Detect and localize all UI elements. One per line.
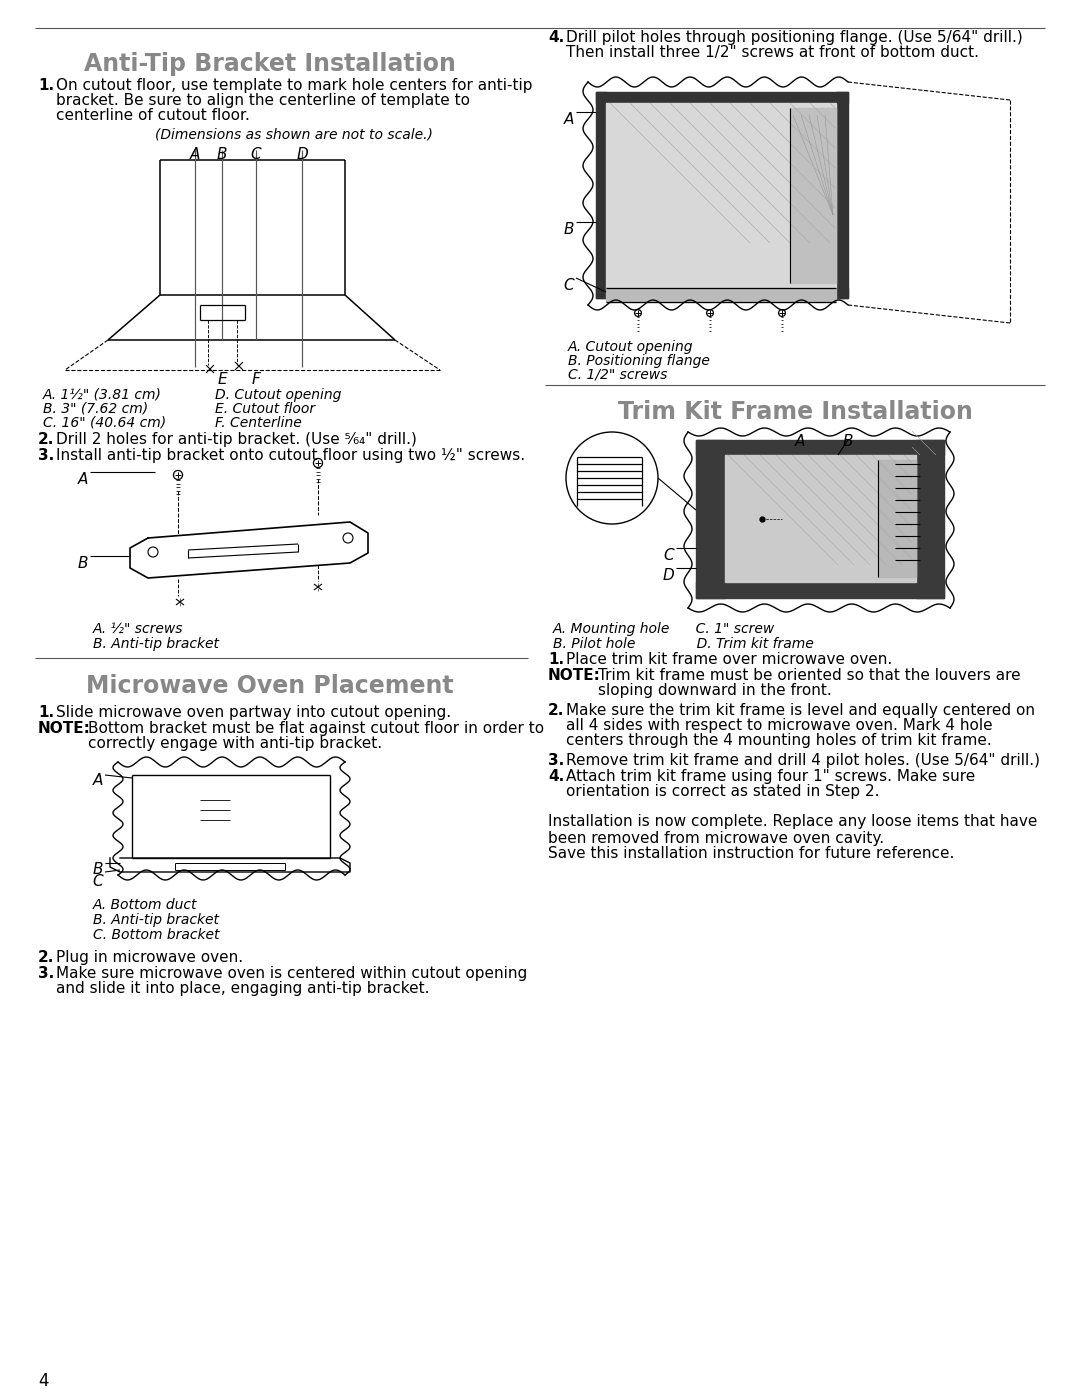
Text: A: A	[795, 434, 806, 448]
Text: NOTE:: NOTE:	[548, 668, 600, 683]
Text: E. Cutout floor: E. Cutout floor	[215, 402, 315, 416]
Text: Trim Kit Frame Installation: Trim Kit Frame Installation	[618, 400, 972, 425]
Text: Drill 2 holes for anti-tip bracket. (Use ⁵⁄₆₄" drill.): Drill 2 holes for anti-tip bracket. (Use…	[56, 432, 417, 447]
Text: B: B	[564, 222, 573, 237]
Text: On cutout floor, use template to mark hole centers for anti-tip: On cutout floor, use template to mark ho…	[56, 78, 532, 94]
Text: (Dimensions as shown are not to scale.): (Dimensions as shown are not to scale.)	[156, 129, 433, 142]
Text: B: B	[78, 556, 87, 571]
Text: 4.: 4.	[548, 768, 564, 784]
Text: C. Bottom bracket: C. Bottom bracket	[93, 928, 219, 942]
Text: C: C	[564, 278, 573, 293]
Polygon shape	[596, 92, 606, 298]
Text: all 4 sides with respect to microwave oven. Mark 4 hole: all 4 sides with respect to microwave ov…	[566, 718, 993, 733]
Text: B. Positioning flange: B. Positioning flange	[568, 353, 710, 367]
Text: B. Anti-tip bracket: B. Anti-tip bracket	[93, 914, 219, 928]
Polygon shape	[836, 92, 848, 298]
Text: B. 3" (7.62 cm): B. 3" (7.62 cm)	[43, 402, 148, 416]
Text: 1.: 1.	[548, 652, 564, 666]
Text: A. Bottom duct: A. Bottom duct	[93, 898, 198, 912]
Text: C: C	[251, 147, 261, 162]
Text: 2.: 2.	[38, 950, 54, 965]
Text: Drill pilot holes through positioning flange. (Use 5/64" drill.): Drill pilot holes through positioning fl…	[566, 29, 1023, 45]
Text: C. 1/2" screws: C. 1/2" screws	[568, 367, 667, 381]
Polygon shape	[916, 440, 944, 598]
Polygon shape	[789, 108, 836, 284]
Text: Place trim kit frame over microwave oven.: Place trim kit frame over microwave oven…	[566, 652, 892, 666]
Text: orientation is correct as stated in Step 2.: orientation is correct as stated in Step…	[566, 784, 879, 799]
Text: bracket. Be sure to align the centerline of template to: bracket. Be sure to align the centerline…	[56, 94, 470, 108]
Text: B: B	[217, 147, 227, 162]
Text: D: D	[662, 569, 674, 583]
Text: Bottom bracket must be flat against cutout floor in order to: Bottom bracket must be flat against cuto…	[87, 721, 544, 736]
Polygon shape	[696, 440, 725, 598]
Text: C: C	[663, 548, 674, 563]
Text: E: E	[217, 372, 227, 387]
Text: Remove trim kit frame and drill 4 pilot holes. (Use 5/64" drill.): Remove trim kit frame and drill 4 pilot …	[566, 753, 1040, 768]
Text: B: B	[93, 862, 103, 877]
Text: A: A	[78, 472, 87, 488]
Polygon shape	[606, 103, 836, 288]
Text: 4.: 4.	[548, 29, 564, 45]
Text: A: A	[93, 773, 103, 788]
Text: Make sure microwave oven is centered within cutout opening: Make sure microwave oven is centered wit…	[56, 965, 527, 981]
Text: 3.: 3.	[548, 753, 564, 768]
Polygon shape	[725, 455, 916, 583]
Text: sloping downward in the front.: sloping downward in the front.	[598, 683, 832, 698]
Text: D. Cutout opening: D. Cutout opening	[215, 388, 341, 402]
Polygon shape	[696, 440, 944, 455]
Text: Attach trim kit frame using four 1" screws. Make sure: Attach trim kit frame using four 1" scre…	[566, 768, 975, 784]
Text: 3.: 3.	[38, 448, 54, 462]
Text: correctly engage with anti-tip bracket.: correctly engage with anti-tip bracket.	[87, 736, 382, 752]
Text: 2.: 2.	[548, 703, 565, 718]
Text: A. Cutout opening: A. Cutout opening	[568, 339, 693, 353]
Text: A. Mounting hole      C. 1" screw: A. Mounting hole C. 1" screw	[553, 622, 775, 636]
Text: centerline of cutout floor.: centerline of cutout floor.	[56, 108, 249, 123]
Text: 2.: 2.	[38, 432, 54, 447]
Text: 1.: 1.	[38, 705, 54, 719]
Text: Save this installation instruction for future reference.: Save this installation instruction for f…	[548, 847, 955, 861]
Text: F. Centerline: F. Centerline	[215, 416, 301, 430]
Text: Install anti-tip bracket onto cutout floor using two ½" screws.: Install anti-tip bracket onto cutout flo…	[56, 448, 525, 462]
Text: NOTE:: NOTE:	[38, 721, 91, 736]
Text: D: D	[296, 147, 308, 162]
Text: B. Pilot hole              D. Trim kit frame: B. Pilot hole D. Trim kit frame	[553, 637, 813, 651]
Text: A. ½" screws: A. ½" screws	[93, 622, 184, 636]
Text: centers through the 4 mounting holes of trim kit frame.: centers through the 4 mounting holes of …	[566, 733, 991, 747]
Polygon shape	[596, 92, 848, 103]
Text: Anti-Tip Bracket Installation: Anti-Tip Bracket Installation	[84, 52, 456, 75]
Polygon shape	[596, 288, 848, 298]
Polygon shape	[606, 288, 836, 302]
Text: Make sure the trim kit frame is level and equally centered on: Make sure the trim kit frame is level an…	[566, 703, 1035, 718]
Text: A: A	[564, 112, 573, 127]
Text: 3.: 3.	[38, 965, 54, 981]
Text: C: C	[93, 875, 103, 888]
Text: and slide it into place, engaging anti-tip bracket.: and slide it into place, engaging anti-t…	[56, 981, 430, 996]
Text: B: B	[842, 434, 853, 448]
Text: C. 16" (40.64 cm): C. 16" (40.64 cm)	[43, 416, 166, 430]
Polygon shape	[878, 460, 916, 577]
Text: Trim kit frame must be oriented so that the louvers are: Trim kit frame must be oriented so that …	[598, 668, 1021, 683]
Text: A: A	[190, 147, 200, 162]
Text: B. Anti-tip bracket: B. Anti-tip bracket	[93, 637, 219, 651]
Text: Slide microwave oven partway into cutout opening.: Slide microwave oven partway into cutout…	[56, 705, 451, 719]
Text: 4: 4	[38, 1372, 49, 1390]
Text: F: F	[252, 372, 260, 387]
Text: Plug in microwave oven.: Plug in microwave oven.	[56, 950, 243, 965]
Text: A. 1½" (3.81 cm): A. 1½" (3.81 cm)	[43, 388, 162, 402]
Text: Microwave Oven Placement: Microwave Oven Placement	[86, 673, 454, 698]
Polygon shape	[696, 583, 944, 598]
Text: Then install three 1/2" screws at front of bottom duct.: Then install three 1/2" screws at front …	[566, 45, 978, 60]
Text: 1.: 1.	[38, 78, 54, 94]
Text: Installation is now complete. Replace any loose items that have been removed fro: Installation is now complete. Replace an…	[548, 814, 1038, 847]
